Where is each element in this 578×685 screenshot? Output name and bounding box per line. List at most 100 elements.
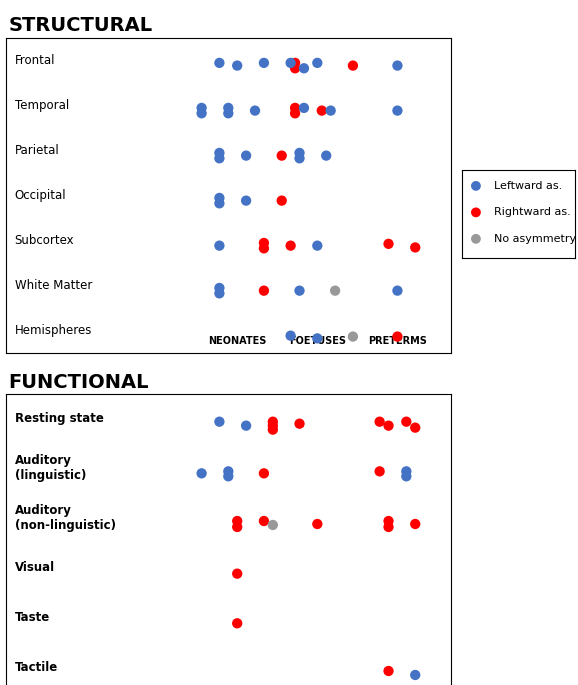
Text: Leftward as.: Leftward as. <box>494 181 562 191</box>
Point <box>299 103 309 114</box>
Point <box>215 416 224 427</box>
Point <box>260 243 269 254</box>
Point <box>393 105 402 116</box>
Text: Taste: Taste <box>14 611 50 624</box>
Text: Occipital: Occipital <box>14 189 66 201</box>
Point <box>286 240 295 251</box>
Point <box>268 519 277 530</box>
Point <box>375 416 384 427</box>
Point <box>232 521 242 532</box>
Point <box>260 468 269 479</box>
Point <box>384 521 393 532</box>
Text: Temporal: Temporal <box>14 99 69 112</box>
Text: Auditory
(linguistic): Auditory (linguistic) <box>14 454 86 482</box>
Point <box>197 468 206 479</box>
Point <box>299 63 309 74</box>
Text: FOETUSES: FOETUSES <box>289 336 346 347</box>
Point <box>326 105 335 116</box>
Point <box>215 288 224 299</box>
Point <box>384 666 393 677</box>
Point <box>224 103 233 114</box>
Point <box>215 147 224 158</box>
Point <box>260 516 269 527</box>
Point <box>268 424 277 435</box>
Point <box>197 103 206 114</box>
Point <box>232 516 242 527</box>
Point <box>291 108 300 119</box>
Point <box>471 207 480 218</box>
Point <box>242 195 251 206</box>
Point <box>295 418 304 429</box>
Point <box>268 420 277 431</box>
Point <box>215 198 224 209</box>
Point <box>331 285 340 296</box>
Point <box>232 618 242 629</box>
Text: PRETERMS: PRETERMS <box>368 336 427 347</box>
Point <box>393 331 402 342</box>
Text: Parietal: Parietal <box>14 144 60 157</box>
Point <box>313 519 322 530</box>
Text: No asymmetry: No asymmetry <box>494 234 576 244</box>
Text: NEONATES: NEONATES <box>208 336 266 347</box>
Text: Hemispheres: Hemispheres <box>14 324 92 337</box>
Point <box>402 466 411 477</box>
Point <box>232 568 242 579</box>
Point <box>260 238 269 249</box>
Point <box>393 60 402 71</box>
Text: Visual: Visual <box>14 561 55 574</box>
Point <box>410 422 420 433</box>
Point <box>384 516 393 527</box>
Text: Subcortex: Subcortex <box>14 234 75 247</box>
Point <box>317 105 327 116</box>
Text: STRUCTURAL: STRUCTURAL <box>9 16 153 35</box>
Point <box>349 331 358 342</box>
Point <box>242 420 251 431</box>
Point <box>384 420 393 431</box>
Point <box>224 466 233 477</box>
Text: Rightward as.: Rightward as. <box>494 208 570 217</box>
Point <box>313 240 322 251</box>
Point <box>197 108 206 119</box>
Point <box>260 285 269 296</box>
Point <box>313 333 322 344</box>
Point <box>224 471 233 482</box>
Point <box>375 466 384 477</box>
Text: White Matter: White Matter <box>14 279 92 292</box>
Point <box>471 180 480 191</box>
Point <box>250 105 260 116</box>
Point <box>224 108 233 119</box>
Point <box>260 58 269 68</box>
Point <box>215 192 224 203</box>
Point <box>321 150 331 161</box>
Point <box>471 234 480 245</box>
Point <box>215 282 224 293</box>
Point <box>242 150 251 161</box>
Point <box>295 153 304 164</box>
Point <box>402 471 411 482</box>
Point <box>410 242 420 253</box>
Text: Frontal: Frontal <box>14 53 55 66</box>
Point <box>291 58 300 68</box>
Text: FUNCTIONAL: FUNCTIONAL <box>9 373 149 393</box>
Point <box>215 240 224 251</box>
Point <box>215 153 224 164</box>
Point <box>215 58 224 68</box>
Point <box>291 63 300 74</box>
Point <box>410 519 420 530</box>
Point <box>277 195 286 206</box>
Point <box>349 60 358 71</box>
Point <box>295 285 304 296</box>
Point <box>286 58 295 68</box>
Text: Tactile: Tactile <box>14 660 58 673</box>
Point <box>402 416 411 427</box>
Point <box>295 147 304 158</box>
Point <box>286 330 295 341</box>
Point <box>410 669 420 680</box>
Text: Resting state: Resting state <box>14 412 103 425</box>
Point <box>277 150 286 161</box>
Point <box>384 238 393 249</box>
Text: Auditory
(non-linguistic): Auditory (non-linguistic) <box>14 504 116 532</box>
Point <box>393 285 402 296</box>
Point <box>313 58 322 68</box>
Point <box>291 103 300 114</box>
